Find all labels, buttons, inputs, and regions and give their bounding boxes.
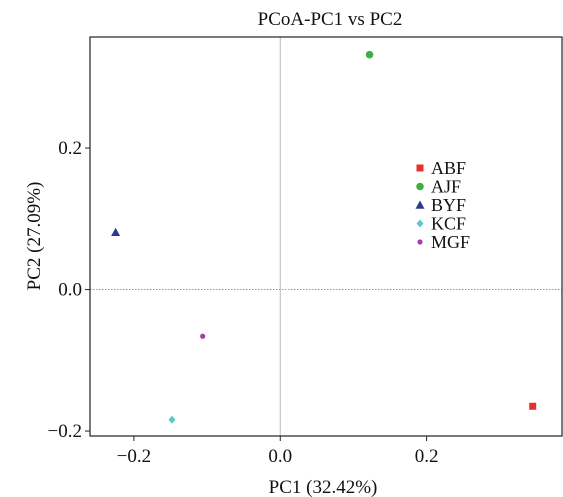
y-tick-label: −0.2 [48,421,82,442]
y-axis-label: PC2 (27.09%) [24,182,45,291]
legend-marker-byf [415,200,425,209]
x-tick-label: 0.2 [415,446,439,467]
data-points [111,50,537,424]
legend-label-abf: ABF [431,158,466,178]
legend-marker-kcf [416,219,424,228]
point-mgf [200,333,206,339]
x-axis-label: PC1 (32.42%) [269,477,378,497]
reference-lines [90,37,562,436]
point-byf [111,227,121,237]
point-ajf [365,50,374,59]
y-tick-label: 0.0 [58,280,82,301]
legend-marker-mgf [417,239,423,245]
x-tick-label: −0.2 [117,446,151,467]
chart-title: PCoA-PC1 vs PC2 [258,9,403,30]
legend-label-byf: BYF [431,195,466,215]
legend-label-ajf: AJF [431,177,461,197]
point-abf [529,402,537,410]
legend-marker-ajf [416,182,424,191]
legend-label-kcf: KCF [431,214,466,234]
y-axis: −0.2 0.0 0.2 [48,138,90,442]
y-tick-label: 0.2 [58,138,82,159]
x-tick-label: 0.0 [268,446,292,467]
legend-marker-abf [416,164,424,172]
legend-label-mgf: MGF [431,232,470,252]
point-kcf [168,415,176,424]
x-axis: −0.2 0.0 0.2 [117,436,439,467]
plot-frame [89,36,563,437]
